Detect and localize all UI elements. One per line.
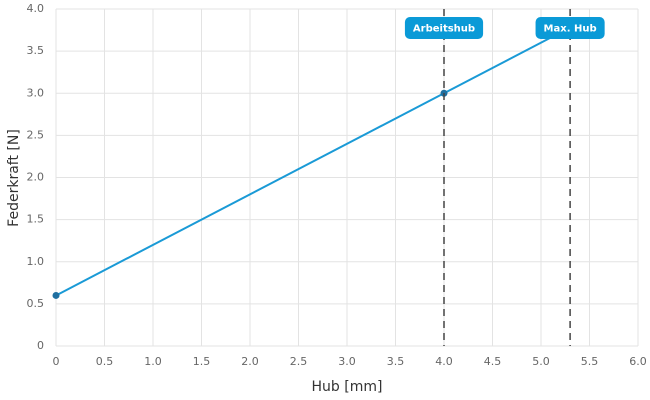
y-tick-label: 3.0 <box>27 86 45 99</box>
y-tick-label: 2.5 <box>27 128 45 141</box>
y-tick-label: 4.0 <box>27 2 45 15</box>
annotation-box <box>404 17 484 39</box>
x-tick-label: 3.0 <box>338 355 356 368</box>
x-tick-label: 2.0 <box>241 355 259 368</box>
data-point <box>52 291 60 299</box>
y-tick-label: 1.0 <box>27 255 45 268</box>
y-tick-label: 2.0 <box>27 171 45 184</box>
y-tick-label: 0 <box>37 339 44 352</box>
annotation-box <box>535 17 605 39</box>
x-tick-label: 1.0 <box>144 355 162 368</box>
x-tick-label: 0.5 <box>96 355 114 368</box>
y-tick-label: 3.5 <box>27 44 45 57</box>
annotation-label: Arbeitshub <box>413 24 475 35</box>
x-tick-label: 5.5 <box>581 355 599 368</box>
x-tick-label: 4.5 <box>484 355 502 368</box>
annotation-label: Max. Hub <box>544 24 597 35</box>
x-tick-label: 2.5 <box>290 355 308 368</box>
y-tick-label: 1.5 <box>27 213 45 226</box>
x-tick-label: 6.0 <box>629 355 647 368</box>
x-tick-label: 0 <box>53 355 60 368</box>
x-tick-label: 4.0 <box>435 355 453 368</box>
y-tick-label: 0.5 <box>27 297 45 310</box>
x-axis-title: Hub [mm] <box>312 379 383 395</box>
x-tick-label: 1.5 <box>193 355 211 368</box>
y-axis-title: Federkraft [N] <box>6 129 22 227</box>
x-tick-label: 3.5 <box>387 355 405 368</box>
x-tick-label: 5.0 <box>532 355 550 368</box>
